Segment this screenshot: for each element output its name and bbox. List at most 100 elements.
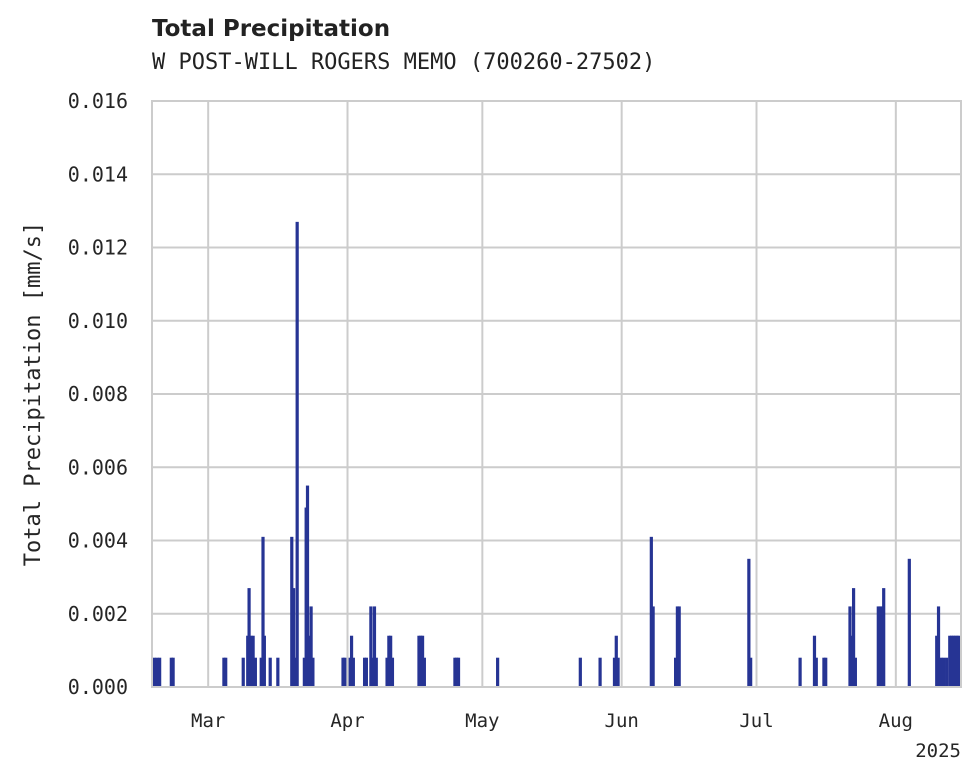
- y-axis-ticks: 0.000 0.002 0.004 0.006 0.008 0.010 0.012 0.014…: [68, 89, 128, 699]
- precipitation-bar: [957, 635, 961, 687]
- precipitation-bar: [155, 657, 159, 687]
- precipitation-bar: [311, 657, 315, 687]
- precipitation-bar: [422, 657, 426, 687]
- precipitation-bar: [343, 657, 347, 687]
- precipitation-bar: [241, 657, 245, 687]
- precipitation-bar: [291, 588, 296, 687]
- precipitation-bar: [953, 635, 957, 687]
- precipitation-bar: [939, 657, 943, 687]
- precipitation-bar: [455, 657, 459, 687]
- x-tick-label: Aug: [879, 710, 913, 732]
- precipitation-bar: [302, 657, 306, 687]
- y-axis-label: Total Precipitation [mm/s]: [21, 222, 46, 566]
- precipitation-bar: [268, 657, 272, 687]
- precipitation-bar: [417, 635, 421, 687]
- y-tick-label: 0.012: [68, 236, 128, 260]
- precipitation-bar: [649, 536, 653, 687]
- precipitation-bar: [293, 657, 297, 687]
- precipitation-bar: [369, 606, 373, 687]
- precipitation-bar: [814, 657, 818, 687]
- precipitation-bar: [371, 657, 375, 687]
- precipitation-bar: [935, 635, 939, 687]
- precipitation-bar: [675, 606, 680, 687]
- x-tick-label: Apr: [330, 710, 364, 732]
- precipitation-bar: [276, 657, 280, 687]
- precipitation-bar: [496, 657, 500, 687]
- precipitation-bar: [171, 657, 175, 687]
- precipitation-bar: [853, 657, 857, 687]
- x-tick-label: Mar: [191, 710, 225, 732]
- precipitation-bar: [812, 635, 817, 687]
- plot-frame: [151, 100, 962, 688]
- precipitation-bar: [362, 657, 367, 687]
- precipitation-bar: [848, 606, 852, 687]
- precipitation-bar: [351, 657, 355, 687]
- precipitation-bar: [945, 657, 949, 687]
- y-tick-label: 0.006: [68, 455, 128, 479]
- precipitation-bar: [578, 657, 582, 687]
- precipitation-bar: [677, 606, 681, 687]
- precipitation-bar: [224, 657, 228, 687]
- precipitation-bar: [290, 536, 294, 687]
- precipitation-bar: [419, 635, 423, 687]
- precipitation-bar: [882, 588, 886, 687]
- precipitation-bar: [651, 606, 655, 687]
- precipitation-bar: [262, 635, 266, 687]
- precipitation-bar: [364, 657, 368, 687]
- x-axis-ticks: Mar Apr May Jun Jul Aug: [191, 710, 913, 732]
- precipitation-bar: [951, 635, 955, 687]
- precipitation-bar: [822, 657, 826, 687]
- precipitation-bar: [372, 606, 377, 687]
- precipitation-bar: [152, 657, 156, 687]
- precipitation-bar: [880, 606, 884, 687]
- y-tick-label: 0.008: [68, 382, 128, 406]
- precipitation-bar: [798, 657, 802, 687]
- y-tick-label: 0.002: [68, 602, 128, 626]
- precipitation-bar: [674, 657, 678, 687]
- chart-title: Total Precipitation: [152, 16, 391, 42]
- precipitation-bar: [341, 657, 345, 687]
- precipitation-bar: [387, 635, 391, 687]
- precipitation-bar: [420, 635, 425, 687]
- precipitation-bar: [747, 558, 751, 687]
- chart-subtitle: W POST-WILL ROGERS MEMO (700260-27502): [152, 50, 656, 75]
- precipitation-bar: [850, 635, 854, 687]
- precipitation-bar: [876, 606, 880, 687]
- precipitation-bar: [955, 635, 959, 687]
- precipitation-bar: [259, 657, 263, 687]
- precipitation-bar: [614, 635, 618, 687]
- x-axis-year-label: 2025: [915, 740, 961, 762]
- precipitation-bar: [374, 657, 378, 687]
- bars-layer: [152, 221, 961, 688]
- precipitation-bar: [307, 635, 311, 687]
- precipitation-bar: [598, 657, 602, 687]
- precipitation-bar: [612, 657, 617, 687]
- precipitation-bar: [169, 657, 173, 687]
- precipitation-bar: [941, 657, 946, 687]
- precipitation-bar: [851, 588, 856, 687]
- precipitation-bar: [907, 558, 911, 687]
- precipitation-bar: [247, 588, 251, 687]
- precipitation-bar: [305, 485, 310, 687]
- precipitation-bar: [349, 635, 354, 687]
- precipitation-bar: [253, 657, 257, 687]
- y-tick-label: 0.014: [68, 162, 128, 186]
- precipitation-bar: [385, 657, 389, 687]
- y-tick-label: 0.010: [68, 309, 128, 333]
- x-tick-label: Jun: [605, 710, 639, 732]
- precipitation-bar: [261, 536, 265, 687]
- precipitation-bar: [389, 635, 393, 687]
- precipitation-bar: [158, 657, 162, 687]
- precipitation-bar: [948, 635, 952, 687]
- precipitation-bar: [616, 657, 620, 687]
- precipitation-bar: [456, 657, 461, 687]
- precipitation-bar: [749, 657, 753, 687]
- precipitation-bar: [249, 635, 253, 687]
- precipitation-bar: [936, 606, 941, 687]
- precipitation-bar: [949, 635, 954, 687]
- precipitation-bar: [453, 657, 457, 687]
- x-tick-label: Jul: [739, 710, 773, 732]
- grid-layer: [152, 100, 961, 688]
- x-tick-label: May: [465, 710, 499, 732]
